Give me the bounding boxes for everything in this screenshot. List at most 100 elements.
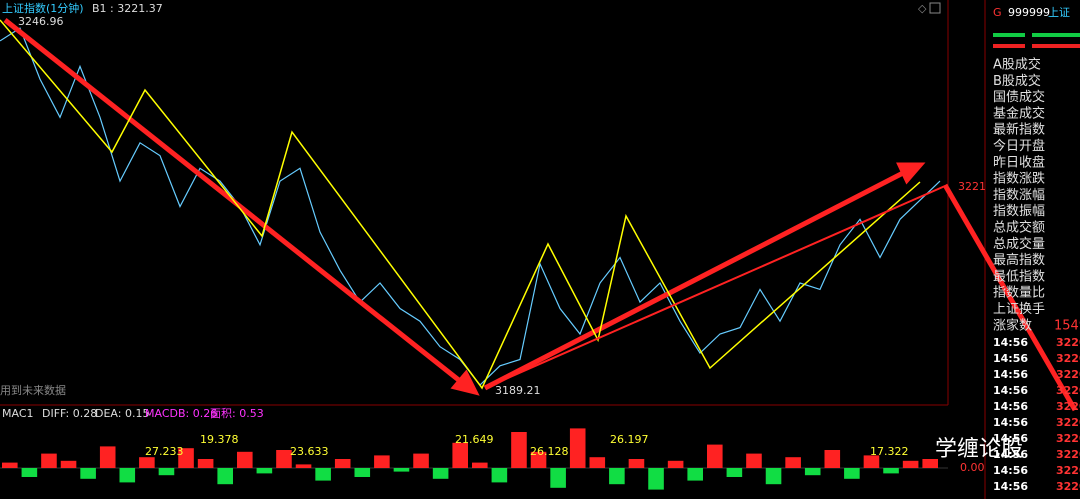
macd-bar (569, 428, 586, 468)
tick-price: 3220 (1056, 416, 1080, 429)
macd-bar (393, 468, 410, 472)
panel-code: 999999 (1008, 6, 1050, 19)
bar (993, 33, 1025, 37)
zigzag (0, 19, 921, 390)
panel-item: 总成交额 (993, 220, 1045, 236)
macd-bar (902, 460, 919, 468)
panel-item: B股成交 (993, 73, 1041, 89)
macd-bar (334, 459, 351, 468)
macd-zero: 0.00 (960, 461, 985, 474)
macd-bar (41, 453, 57, 468)
macd-diff: DIFF: 0.28 (42, 407, 97, 420)
price-axis-label: 3221 (958, 180, 986, 193)
macd-bar (237, 451, 253, 468)
macd-label: 19.378 (200, 433, 239, 446)
panel-item: 最高指数 (993, 252, 1045, 268)
panel-item: 今日开盘 (993, 138, 1045, 154)
macd-bar (315, 468, 331, 481)
macd-bar (472, 462, 488, 468)
macd-bar (785, 457, 801, 468)
macd-bar (746, 453, 762, 468)
tick-time: 14:56 (993, 400, 1028, 413)
macd-bar (530, 451, 547, 468)
macd-label: 26.128 (530, 445, 569, 458)
macd-bar (452, 442, 468, 468)
tick-price: 3220 (1056, 368, 1080, 381)
rise-count: 1549 (1054, 319, 1080, 334)
tick-price: 3220 (1056, 432, 1080, 445)
macd-bar (432, 468, 449, 479)
macd-bar (158, 468, 175, 476)
macd-bar (589, 457, 606, 468)
macd-bar (80, 468, 96, 479)
macd-bar (726, 468, 743, 477)
icon[interactable] (929, 2, 941, 14)
macd-label: 23.633 (290, 445, 329, 458)
bar (1032, 33, 1080, 37)
macd-bar (354, 468, 371, 477)
macd-bar (99, 446, 116, 468)
macd-bar (178, 448, 194, 468)
low-label: 3189.21 (495, 384, 541, 397)
panel-flag: G (993, 6, 1002, 19)
macd-bar (667, 460, 684, 468)
tick-price: 3220 (1056, 352, 1080, 365)
panel-item: 最新指数 (993, 122, 1045, 138)
macd-bar (197, 459, 214, 468)
panel-item: 总成交量 (993, 236, 1045, 252)
macd-bar (863, 455, 880, 468)
macd-bar (824, 450, 841, 468)
macd-bar (844, 468, 860, 479)
macd-label: 21.649 (455, 433, 494, 446)
macd-bar (628, 459, 645, 468)
macd-label: 26.197 (610, 433, 649, 446)
tick-time: 14:56 (993, 352, 1028, 365)
tick-price: 3220 (1056, 480, 1080, 493)
tick-time: 14:56 (993, 416, 1028, 429)
tick-time: 14:56 (993, 336, 1028, 349)
tick-time: 14:56 (993, 480, 1028, 493)
macd-macdb: MACDB: 0.26 (145, 407, 217, 420)
macd-name: MAC1 (2, 407, 34, 420)
macd-label: 17.322 (870, 445, 909, 458)
macd-bar (687, 468, 703, 481)
macd-bar (707, 444, 723, 468)
panel-item: 基金成交 (993, 105, 1045, 121)
macd-bar (804, 468, 821, 476)
macd-bar (374, 455, 390, 468)
macd-bar (511, 432, 527, 468)
macd-bar (295, 464, 312, 468)
panel-list: A股成交B股成交国债成交基金成交最新指数今日开盘昨日收盘指数涨跌指数涨幅指数振幅… (993, 57, 1080, 494)
panel-item: 国债成交 (993, 89, 1045, 105)
macd-bar (21, 468, 38, 477)
macd-bar (60, 460, 77, 468)
bar (993, 44, 1025, 48)
panel-name: 上证 (1048, 6, 1070, 19)
note: 用到未来数据 (0, 383, 66, 397)
macd-bar (491, 468, 508, 483)
macd-bar (276, 450, 292, 468)
tick-time: 14:56 (993, 464, 1028, 477)
macd-bar (139, 457, 155, 468)
tick-time: 14:56 (993, 384, 1028, 397)
chart-title: 上证指数(1分钟) (2, 1, 84, 15)
panel-item: A股成交 (993, 57, 1041, 73)
panel-item: 最低指数 (993, 269, 1045, 284)
icon[interactable]: ◇ (918, 2, 927, 15)
macd-bar (217, 468, 233, 485)
tick-time: 14:56 (993, 368, 1028, 381)
tick-price: 3220 (1056, 400, 1080, 413)
panel-item: 涨家数 (993, 317, 1032, 333)
macd-bar (765, 468, 782, 485)
tick-time: 14:56 (993, 448, 1028, 461)
panel-item: 上证换手 (993, 302, 1045, 317)
panel-item: 指数振幅 (993, 204, 1045, 219)
tick-time: 14:56 (993, 432, 1028, 445)
macd-bar (256, 468, 273, 474)
tick-price: 3220 (1056, 384, 1080, 397)
macd-plot: 27.233 19.378 23.633 21.649 26.128 26.197 17.3… (0, 428, 948, 490)
macd-bar (550, 468, 566, 488)
macd-label: 27.233 (145, 445, 184, 458)
